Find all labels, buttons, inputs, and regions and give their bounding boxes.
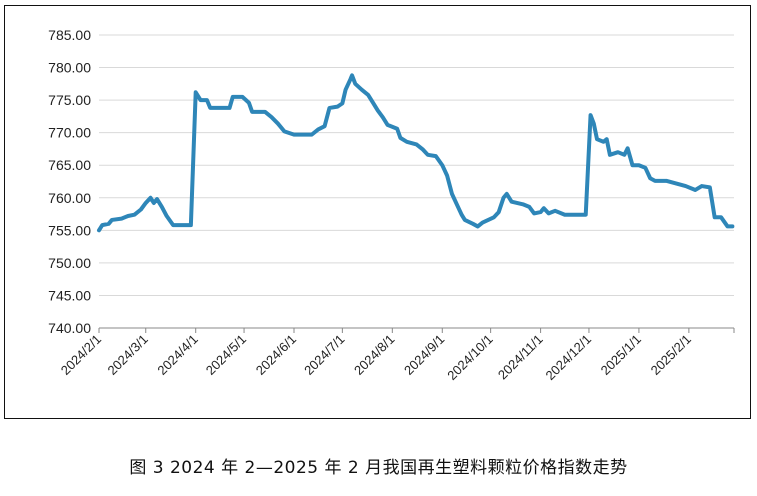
- x-tick-label: 2024/2/1: [58, 332, 104, 378]
- chart-frame: 740.00 745.00 750.00 755.00 760.00 765.00 770.…: [4, 5, 751, 419]
- x-tick-label: 2024/9/1: [401, 332, 447, 378]
- x-axis-tick-labels: 2024/2/1 2024/3/1 2024/4/1 2024/5/1 2024/6/1…: [58, 332, 694, 384]
- y-tick-label: 760.00: [48, 190, 91, 206]
- y-tick-label: 740.00: [48, 320, 91, 336]
- x-tick-label: 2024/10/1: [444, 332, 496, 384]
- x-tick-label: 2024/5/1: [203, 332, 249, 378]
- x-tick-label: 2024/7/1: [301, 332, 347, 378]
- y-axis-tick-labels: 740.00 745.00 750.00 755.00 760.00 765.00 770.…: [48, 27, 91, 336]
- y-tick-label: 765.00: [48, 157, 91, 173]
- x-axis: [98, 327, 735, 333]
- x-tick-label: 2025/2/1: [648, 332, 694, 378]
- y-tick-label: 785.00: [48, 27, 91, 43]
- figure-caption: 图 3 2024 年 2—2025 年 2 月我国再生塑料颗粒价格指数走势: [129, 458, 628, 478]
- series-line: [97, 73, 735, 233]
- y-tick-label: 775.00: [48, 92, 91, 108]
- x-tick-label: 2024/12/1: [543, 332, 595, 384]
- x-tick-label: 2024/4/1: [154, 332, 200, 378]
- x-tick-label: 2025/1/1: [598, 332, 644, 378]
- series-layer: [97, 73, 735, 233]
- x-tick-label: 2024/8/1: [351, 332, 397, 378]
- line-chart: 740.00 745.00 750.00 755.00 760.00 765.00 770.…: [48, 27, 735, 384]
- y-tick-label: 770.00: [48, 125, 91, 141]
- x-tick-label: 2024/3/1: [104, 332, 150, 378]
- y-tick-label: 755.00: [48, 222, 91, 238]
- x-tick-label: 2024/11/1: [495, 332, 546, 383]
- y-tick-label: 745.00: [48, 287, 91, 303]
- y-tick-label: 750.00: [48, 255, 91, 271]
- y-tick-label: 780.00: [48, 60, 91, 76]
- x-tick-label: 2024/6/1: [253, 332, 299, 378]
